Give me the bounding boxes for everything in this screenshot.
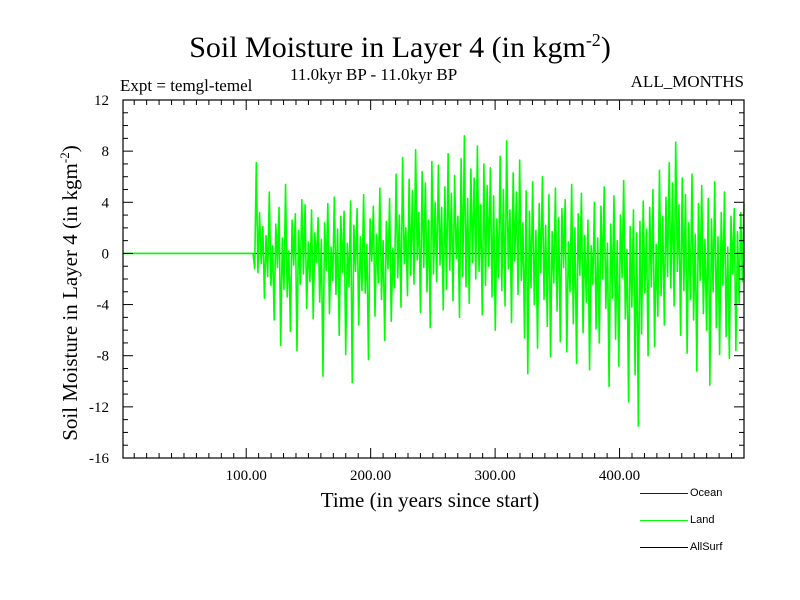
legend-item-ocean: Ocean — [640, 487, 722, 499]
x-tick-label: 300.00 — [474, 468, 515, 484]
legend-swatch-allsurf — [640, 546, 688, 548]
x-axis-label: Time (in years since start) — [320, 488, 540, 512]
x-tick-label: 400.00 — [599, 468, 640, 484]
legend-label-land: Land — [690, 514, 715, 526]
y-tick-label: 12 — [94, 93, 109, 109]
y-tick-label: 8 — [102, 144, 110, 160]
y-tick-label: -12 — [89, 400, 109, 416]
legend-label-allsurf: AllSurf — [690, 541, 723, 553]
legend-item-allsurf: AllSurf — [640, 541, 722, 553]
legend-label-ocean: Ocean — [690, 487, 723, 499]
y-tick-label: -4 — [97, 298, 110, 314]
chart-title: Soil Moisture in Layer 4 (in kgm-2) — [189, 30, 611, 64]
series-line-land — [123, 135, 745, 427]
experiment-label: Expt = temgl-temel — [120, 76, 253, 95]
y-axis-label: Soil Moisture in Layer 4 (in kgm-2) — [57, 145, 82, 441]
legend-swatch-land — [640, 519, 688, 521]
subtitle: 11.0kyr BP - 11.0kyr BP — [290, 65, 458, 84]
y-tick-label: 0 — [102, 246, 110, 262]
months-label: ALL_MONTHS — [630, 72, 744, 91]
legend-swatch-ocean — [640, 492, 688, 494]
y-tick-label: -16 — [89, 451, 109, 467]
y-tick-label: 4 — [102, 195, 110, 211]
x-tick-label: 100.00 — [226, 468, 267, 484]
x-tick-label: 200.00 — [350, 468, 391, 484]
legend-item-land: Land — [640, 514, 714, 526]
y-tick-label: -8 — [97, 349, 110, 365]
